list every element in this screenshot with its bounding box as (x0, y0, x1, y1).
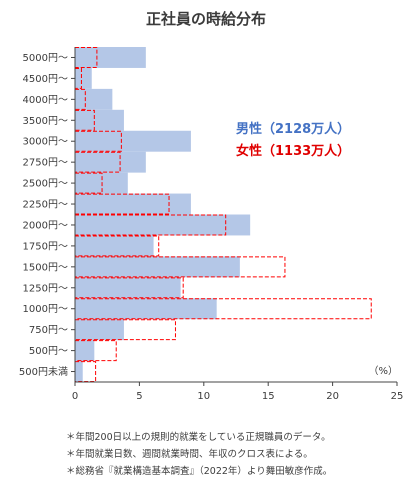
footnote-2: ＊年間就業日数、週間就業時間、年収のクロス表による。 (66, 448, 313, 460)
male-bar (75, 130, 191, 152)
x-tick-label: 5 (136, 391, 142, 402)
x-tick-label: 10 (197, 391, 210, 402)
female-bar (74, 340, 117, 362)
y-tick-label: 1000円〜 (23, 304, 68, 315)
y-tick-label: 4000円〜 (23, 95, 68, 106)
y-tick-label: 4500円〜 (23, 74, 68, 85)
legend-male: 男性（2128万人） (236, 121, 350, 137)
male-bar (75, 235, 154, 257)
x-tick-label: 15 (262, 391, 275, 402)
male-bar (75, 361, 83, 382)
y-tick-label: 1750円〜 (23, 241, 68, 252)
male-bar (75, 47, 146, 68)
male-bar (75, 172, 128, 194)
y-tick-label: 500円〜 (29, 346, 68, 357)
male-series-bars (75, 47, 251, 382)
y-tick-label: 2000円〜 (23, 220, 68, 231)
x-tick-label: 20 (326, 391, 339, 402)
female-bar (74, 298, 372, 320)
footnote-3: ＊総務省『就業構造基本調査』（2022年）より舞田敏彦作成。 (66, 465, 332, 477)
legend-female: 女性（1133万人） (236, 143, 350, 159)
male-bar (75, 319, 124, 341)
x-axis-unit: （%） (368, 365, 398, 377)
y-tick-label: 2250円〜 (23, 200, 68, 211)
y-tick-label: 500円未満 (19, 366, 68, 378)
y-tick-label: 1500円〜 (23, 262, 68, 273)
male-bar (75, 109, 124, 131)
female-bar (74, 256, 286, 278)
male-bar (75, 88, 113, 110)
y-tick-label: 3500円〜 (23, 116, 68, 127)
y-tick-label: 5000円〜 (23, 53, 68, 64)
x-axis-ticks: 0 5 10 15 20 25 (72, 382, 404, 402)
male-bar (75, 67, 92, 89)
y-tick-label: 750円〜 (29, 325, 68, 336)
y-tick-label: 2500円〜 (23, 179, 68, 190)
chart-title: 正社員の時給分布 (146, 10, 266, 28)
male-bar (75, 298, 217, 320)
male-bar (75, 193, 191, 215)
male-bar (75, 340, 95, 362)
male-bar (75, 256, 240, 278)
y-tick-label: 1250円〜 (23, 283, 68, 294)
female-bar (74, 235, 160, 257)
y-tick-label: 2750円〜 (23, 158, 68, 169)
male-bar (75, 151, 146, 173)
male-bar (75, 214, 251, 236)
male-bar (75, 277, 181, 299)
y-tick-label: 3000円〜 (23, 137, 68, 148)
footnote-1: ＊年間200日以上の規則的就業をしている正規職員のデータ。 (66, 431, 331, 443)
y-axis-ticks: 5000円〜 4500円〜 4000円〜 3500円〜 3000円〜 2750円〜 2500… (19, 53, 75, 378)
x-tick-label: 25 (391, 391, 404, 402)
x-tick-label: 0 (72, 391, 78, 402)
